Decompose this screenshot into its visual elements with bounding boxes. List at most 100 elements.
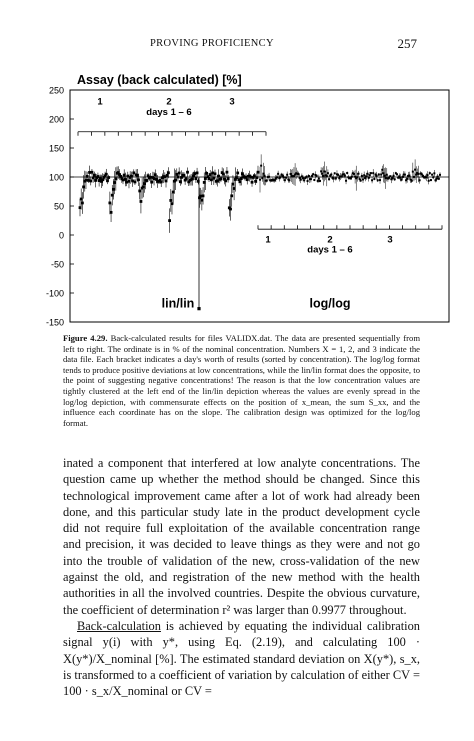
data-point (165, 173, 169, 177)
data-point (164, 179, 168, 183)
data-point (420, 173, 423, 176)
data-point (193, 172, 197, 175)
data-point (433, 172, 436, 175)
data-point (346, 172, 349, 175)
data-point (229, 207, 232, 211)
data-point (294, 173, 297, 176)
data-point (224, 179, 228, 183)
data-point (199, 194, 203, 198)
data-point (391, 177, 394, 180)
data-point (351, 172, 354, 175)
data-point (215, 179, 219, 183)
term-back-calculation: Back-calculation (77, 618, 161, 633)
data-point (320, 170, 323, 173)
data-point (108, 201, 112, 205)
data-point (412, 175, 415, 178)
data-point (278, 177, 281, 180)
data-point (143, 182, 146, 185)
assay-chart: Assay (back calculated) [%] 250200150100… (46, 73, 450, 328)
data-point (340, 175, 343, 178)
data-point (410, 179, 413, 182)
data-point (386, 177, 389, 180)
data-point (436, 175, 439, 178)
data-point (437, 177, 440, 180)
data-point (400, 178, 403, 181)
data-point (286, 173, 289, 176)
plot-frame (69, 89, 450, 323)
data-point (377, 173, 380, 176)
data-point (435, 177, 438, 180)
data-point (368, 174, 371, 177)
data-point (429, 179, 432, 182)
y-tick-label: 50 (54, 202, 64, 212)
data-point (97, 179, 101, 183)
panel-label-log-log: log/log (310, 297, 351, 311)
data-point (249, 175, 253, 179)
data-point (110, 193, 114, 197)
data-point (352, 172, 355, 175)
data-point (116, 171, 120, 174)
data-point (392, 174, 395, 177)
data-point (337, 173, 340, 176)
data-point (373, 177, 376, 180)
data-point (103, 174, 107, 178)
data-point (371, 179, 374, 182)
data-point (176, 175, 180, 179)
data-point (399, 176, 402, 179)
data-point (282, 176, 285, 179)
data-point (358, 178, 361, 181)
data-point (125, 180, 128, 184)
data-point (279, 176, 282, 179)
data-point (237, 178, 241, 182)
lin-file-label-2: 2 (166, 97, 171, 108)
data-point (350, 175, 353, 178)
data-point (298, 176, 301, 179)
data-point (354, 175, 357, 178)
data-point (417, 172, 420, 175)
y-tick-label: 0 (59, 231, 64, 241)
data-point (334, 177, 337, 180)
data-point (328, 178, 331, 181)
data-point (182, 173, 186, 177)
data-point (422, 175, 425, 178)
data-point (169, 199, 173, 202)
data-point (364, 177, 367, 180)
data-point (168, 219, 171, 223)
data-point (262, 172, 265, 175)
data-point (297, 173, 300, 176)
data-point (174, 178, 177, 182)
paragraph-2: Back-calculation is achieved by equating… (63, 618, 420, 699)
data-point (221, 172, 225, 176)
data-point (131, 179, 134, 183)
data-point (383, 174, 386, 177)
figure-4-29: Assay (back calculated) [%] 250 200 150 100… (30, 70, 460, 332)
data-point (375, 174, 378, 177)
data-point (385, 173, 388, 176)
data-point (341, 173, 344, 176)
data-point (84, 178, 88, 182)
data-point (329, 174, 332, 177)
data-point (289, 172, 292, 175)
data-point (306, 180, 309, 183)
data-point (184, 177, 188, 181)
data-point (277, 172, 280, 175)
data-point (250, 180, 254, 184)
data-point (295, 172, 298, 175)
data-point (245, 178, 249, 182)
data-point (379, 179, 381, 182)
y-tick-label: -50 (51, 260, 64, 270)
paragraph-1: inated a component that interfered at lo… (63, 456, 420, 617)
data-point (208, 173, 212, 176)
data-point (158, 178, 162, 182)
data-point (394, 172, 397, 175)
log-file-label-2: 2 (327, 235, 332, 246)
data-point (427, 179, 430, 182)
data-point (264, 179, 267, 182)
data-point (153, 173, 157, 177)
data-point (324, 174, 327, 177)
data-point (393, 178, 396, 181)
data-point (439, 173, 441, 176)
data-point (195, 171, 199, 175)
data-point (425, 176, 428, 179)
data-point (122, 173, 126, 177)
